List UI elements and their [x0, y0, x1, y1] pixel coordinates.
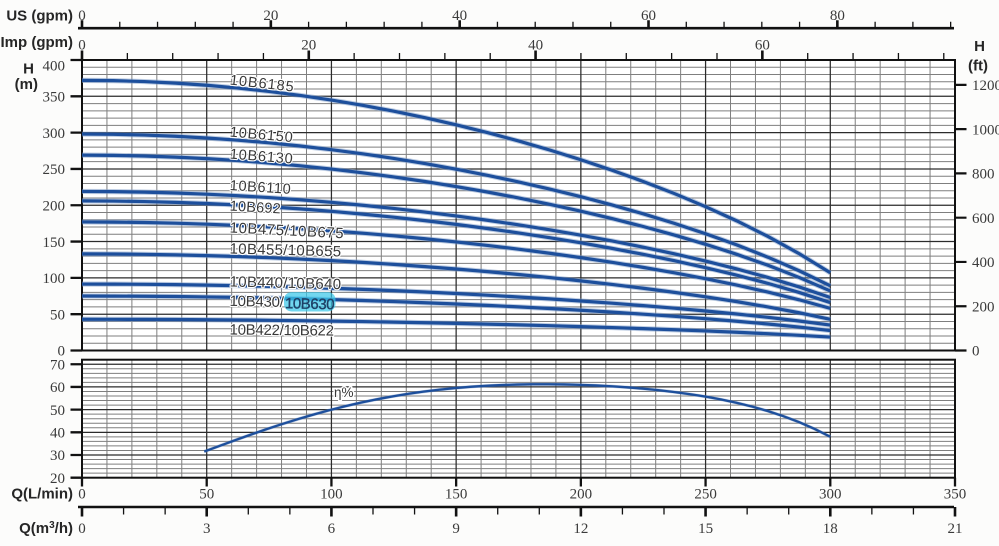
svg-text:Imp (gpm): Imp (gpm): [1, 34, 74, 51]
svg-text:9: 9: [452, 521, 460, 537]
svg-text:60: 60: [641, 8, 656, 24]
svg-text:η%: η%: [334, 385, 354, 400]
svg-text:0: 0: [972, 344, 980, 360]
svg-text:(m): (m): [15, 76, 38, 93]
svg-text:18: 18: [823, 521, 838, 537]
svg-text:400: 400: [43, 59, 66, 75]
svg-text:0: 0: [78, 487, 86, 503]
svg-text:1200: 1200: [972, 78, 999, 94]
svg-text:10B6185: 10B6185: [229, 73, 294, 96]
svg-text:300: 300: [43, 126, 66, 142]
svg-text:10B455/10B655: 10B455/10B655: [229, 241, 341, 261]
svg-text:21: 21: [948, 521, 963, 537]
svg-text:40: 40: [50, 426, 65, 442]
svg-text:10B6130: 10B6130: [229, 147, 293, 168]
svg-text:60: 60: [755, 38, 770, 54]
svg-text:50: 50: [50, 403, 65, 419]
svg-text:400: 400: [972, 255, 995, 271]
svg-text:40: 40: [528, 38, 543, 54]
svg-text:(ft): (ft): [968, 58, 988, 75]
svg-text:20: 20: [50, 471, 65, 487]
svg-text:3: 3: [203, 521, 211, 537]
svg-text:1000: 1000: [972, 122, 999, 138]
svg-text:0: 0: [78, 521, 86, 537]
svg-text:20: 20: [301, 38, 316, 54]
svg-text:800: 800: [972, 167, 995, 183]
svg-text:10B630: 10B630: [285, 295, 335, 313]
svg-text:10B440/10B640: 10B440/10B640: [229, 274, 341, 294]
svg-text:70: 70: [50, 357, 65, 373]
svg-text:50: 50: [50, 307, 65, 323]
svg-text:300: 300: [819, 487, 842, 503]
svg-text:80: 80: [830, 8, 845, 24]
svg-text:30: 30: [50, 448, 65, 464]
svg-text:20: 20: [263, 8, 278, 24]
svg-text:40: 40: [452, 8, 467, 24]
svg-text:15: 15: [698, 521, 713, 537]
svg-text:Q(L/min): Q(L/min): [11, 486, 73, 503]
svg-text:12: 12: [573, 521, 588, 537]
svg-text:60: 60: [50, 380, 65, 396]
svg-text:150: 150: [43, 235, 66, 251]
svg-text:150: 150: [445, 487, 468, 503]
svg-text:0: 0: [78, 38, 86, 54]
svg-text:US (gpm): US (gpm): [6, 8, 73, 25]
svg-text:0: 0: [78, 8, 86, 24]
svg-text:100: 100: [320, 487, 343, 503]
svg-text:250: 250: [694, 487, 717, 503]
svg-text:250: 250: [43, 162, 66, 178]
svg-text:0: 0: [58, 344, 66, 360]
svg-text:10B6150: 10B6150: [229, 125, 293, 147]
svg-text:200: 200: [570, 487, 593, 503]
svg-text:350: 350: [944, 487, 967, 503]
svg-text:10B6110: 10B6110: [229, 178, 291, 198]
svg-text:H: H: [974, 38, 985, 55]
svg-text:100: 100: [43, 271, 66, 287]
svg-text:50: 50: [199, 487, 214, 503]
svg-text:200: 200: [43, 198, 66, 214]
svg-text:10B422/10B622: 10B422/10B622: [229, 322, 334, 340]
svg-text:600: 600: [972, 211, 995, 227]
svg-text:Q(m3/h): Q(m3/h): [19, 520, 73, 537]
svg-text:H: H: [23, 61, 34, 78]
svg-text:350: 350: [43, 90, 66, 106]
svg-text:6: 6: [328, 521, 336, 537]
svg-text:200: 200: [972, 299, 995, 315]
svg-text:10B430/: 10B430/: [229, 293, 284, 311]
svg-text:10B692: 10B692: [229, 199, 281, 218]
